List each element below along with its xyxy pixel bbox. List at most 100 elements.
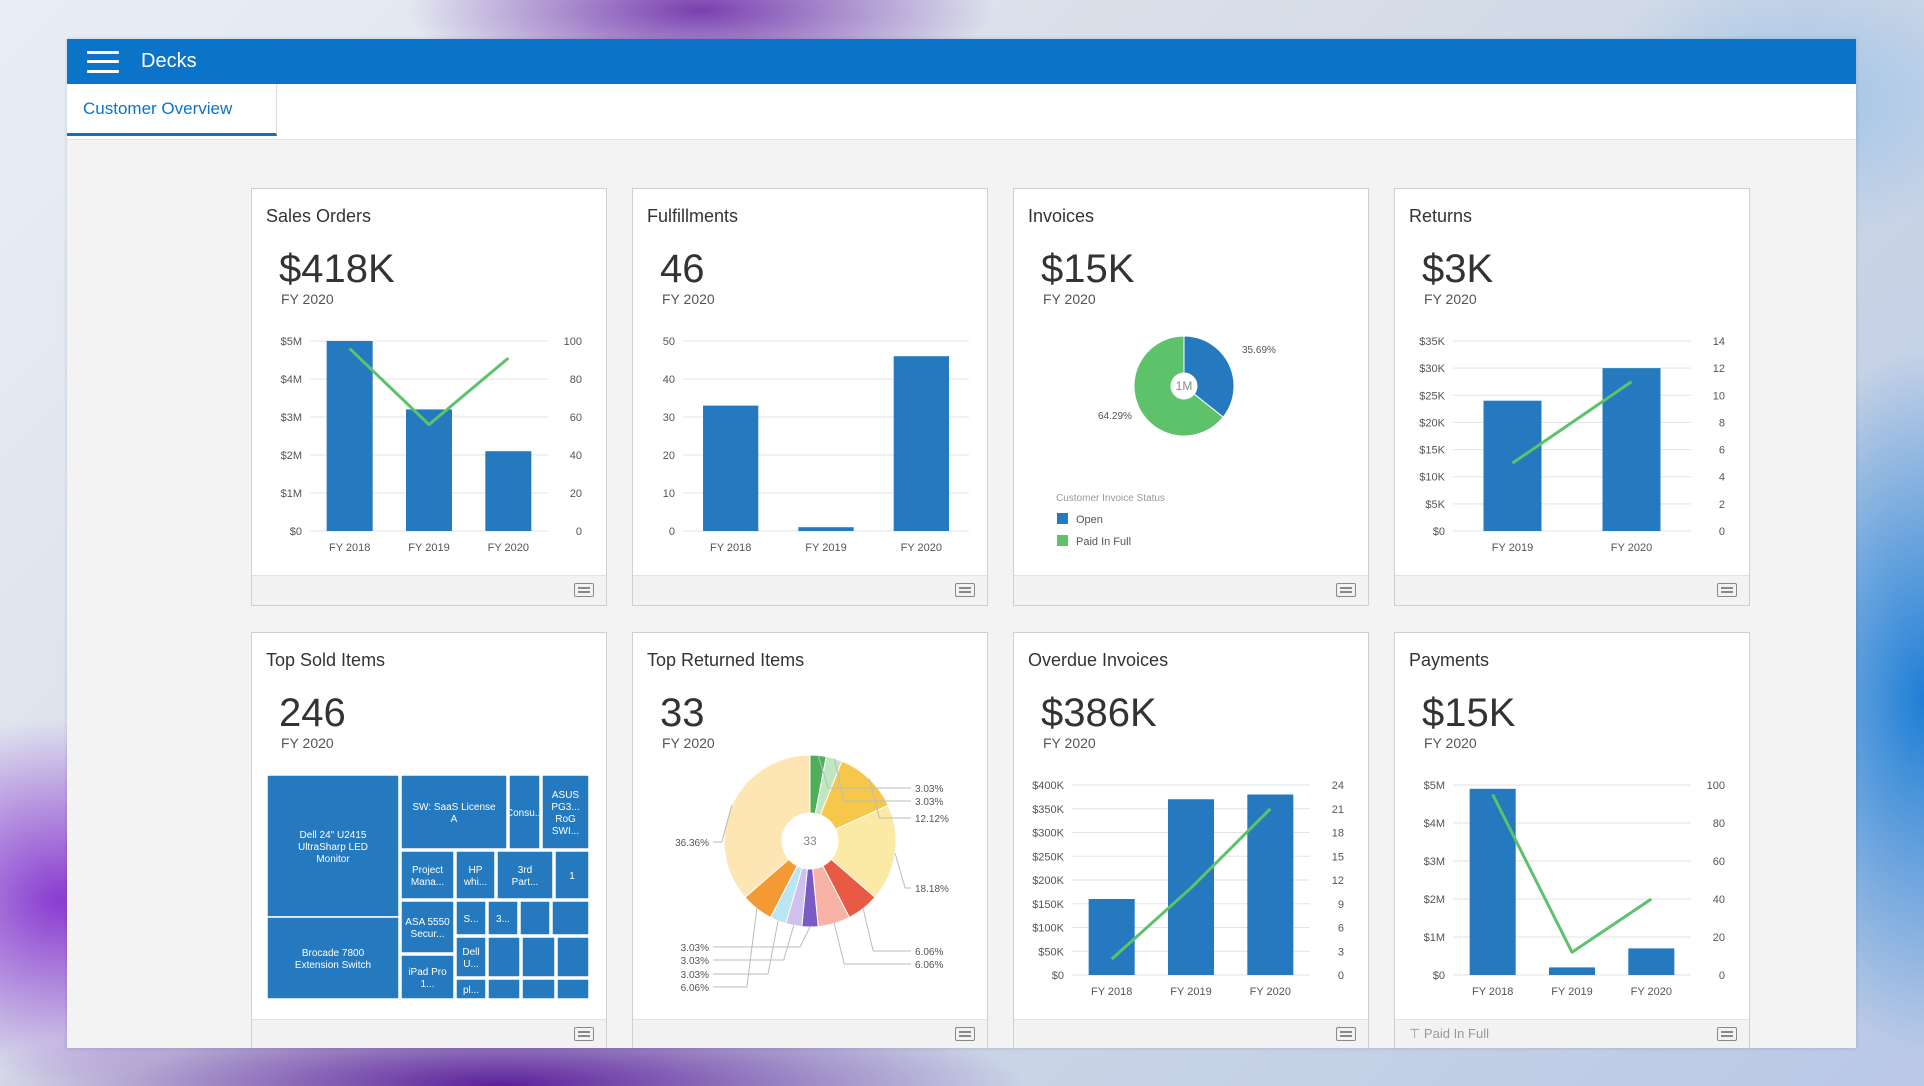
card-title: Returns xyxy=(1409,206,1473,226)
comment-icon[interactable] xyxy=(574,1027,594,1041)
card-top-returned-items[interactable]: Top Returned Items 33 FY 2020 33 3.03% 3.0… xyxy=(632,632,988,1048)
card-returns[interactable]: Returns $3K FY 2020 $0 $5K $10K $15K $20K $25… xyxy=(1394,188,1750,606)
treemap-label: U... xyxy=(463,959,479,970)
comment-icon[interactable] xyxy=(1717,583,1737,597)
pie-slice xyxy=(830,804,897,899)
payments-chart: $0 $1M $2M $3M $4M $5M 0 20 40 60 80 100 FY 2018 FY 2… xyxy=(1424,780,1725,998)
pie-slice xyxy=(723,754,811,899)
y2-tick-label: 0 xyxy=(1719,970,1725,982)
y-tick-label: $350K xyxy=(1032,804,1064,816)
app-window: Decks Customer Overview Sales Orders $41… xyxy=(67,39,1856,1048)
y2-tick-label: 60 xyxy=(1713,856,1725,868)
card-period: FY 2020 xyxy=(1043,291,1096,307)
treemap-label: Secur... xyxy=(411,929,445,940)
comment-icon[interactable] xyxy=(1336,583,1356,597)
treemap-label: Brocade 7800 xyxy=(302,948,365,959)
y-tick-label: 0 xyxy=(669,526,675,538)
bar xyxy=(1469,788,1516,975)
y-tick-label: $30K xyxy=(1419,363,1445,375)
treemap-cell xyxy=(508,774,541,850)
treemap-cell xyxy=(521,936,556,978)
y-tick-label: 30 xyxy=(663,412,675,424)
treemap-label: SWI... xyxy=(552,826,579,837)
y-tick-label: $150K xyxy=(1032,899,1064,911)
card-footer xyxy=(252,1019,606,1048)
y2-tick-label: 10 xyxy=(1713,390,1725,402)
card-period: FY 2020 xyxy=(1424,291,1477,307)
slice-label: 3.03% xyxy=(915,797,943,808)
treemap-cell xyxy=(455,936,487,978)
card-title: Top Sold Items xyxy=(266,650,386,670)
y-tick-label: $250K xyxy=(1032,851,1064,863)
card-fulfillments[interactable]: Fulfillments 46 FY 2020 0 10 20 30 40 50 FY 20… xyxy=(632,188,988,606)
card-title: Top Returned Items xyxy=(647,650,805,670)
bar xyxy=(1483,400,1542,531)
x-tick-label: FY 2020 xyxy=(1250,986,1291,998)
y2-tick-label: 12 xyxy=(1713,363,1725,375)
card-value: 46 xyxy=(660,247,705,291)
card-sales-orders[interactable]: Sales Orders $418K FY 2020 $0 $1M $2M $3M $4… xyxy=(251,188,607,606)
bar xyxy=(1628,948,1675,975)
treemap-label: HP xyxy=(469,865,483,876)
card-invoices[interactable]: Invoices $15K FY 2020 1M 35.69% 64.29% Cust… xyxy=(1013,188,1369,606)
y-tick-label: $50K xyxy=(1038,946,1064,958)
card-value: $418K xyxy=(279,247,395,291)
comment-icon[interactable] xyxy=(955,1027,975,1041)
card-overdue-invoices[interactable]: Overdue Invoices $386K FY 2020 $0 $50K $10… xyxy=(1013,632,1369,1048)
y-tick-label: $1M xyxy=(1424,932,1445,944)
x-tick-label: FY 2018 xyxy=(329,542,370,554)
treemap-label: 1... xyxy=(421,979,435,990)
label-leader xyxy=(713,908,758,988)
comment-icon[interactable] xyxy=(1717,1027,1737,1041)
y-tick-label: 10 xyxy=(663,488,675,500)
slice-label: 12.12% xyxy=(915,814,949,825)
card-period: FY 2020 xyxy=(1424,735,1477,751)
card-period: FY 2020 xyxy=(1043,735,1096,751)
treemap-cell xyxy=(400,850,455,900)
treemap-label: 3... xyxy=(496,914,510,925)
y-tick-label: 50 xyxy=(663,336,675,348)
y-tick-label: $2M xyxy=(1424,894,1445,906)
y2-tick-label: 0 xyxy=(576,526,582,538)
x-tick-label: FY 2019 xyxy=(1170,986,1211,998)
treemap-cell xyxy=(487,978,521,1000)
y-tick-label: $4M xyxy=(281,374,302,386)
card-payments[interactable]: Payments $15K FY 2020 $0 $1M $2M $3M $4M $5M 0… xyxy=(1394,632,1750,1048)
treemap-cell xyxy=(266,774,400,918)
y-tick-label: $5M xyxy=(1424,780,1445,792)
card-period: FY 2020 xyxy=(281,735,334,751)
card-top-sold-items[interactable]: Top Sold Items 246 FY 2020 Dell 24" U241… xyxy=(251,632,607,1048)
y2-tick-label: 18 xyxy=(1332,828,1344,840)
treemap-label: whi... xyxy=(463,877,487,888)
y2-tick-label: 4 xyxy=(1719,472,1725,484)
y-tick-label: $200K xyxy=(1032,875,1064,887)
y-tick-label: $25K xyxy=(1419,390,1445,402)
y-tick-label: $0 xyxy=(1052,970,1064,982)
x-tick-label: FY 2019 xyxy=(805,542,846,554)
x-tick-label: FY 2019 xyxy=(1492,542,1533,554)
card-title: Invoices xyxy=(1028,206,1095,226)
comment-icon[interactable] xyxy=(955,583,975,597)
treemap-cell xyxy=(519,900,551,936)
comment-icon[interactable] xyxy=(574,583,594,597)
label-leader xyxy=(862,908,911,952)
menu-icon[interactable] xyxy=(87,50,119,73)
bar xyxy=(1548,967,1596,975)
card-footer xyxy=(1014,575,1368,605)
treemap-label: Consu... xyxy=(506,808,543,819)
tab-customer-overview[interactable]: Customer Overview xyxy=(67,84,277,136)
bar xyxy=(485,451,532,531)
treemap-cell xyxy=(455,850,496,900)
card-footer xyxy=(633,1019,987,1048)
comment-icon[interactable] xyxy=(1336,1027,1356,1041)
y2-tick-label: 21 xyxy=(1332,804,1344,816)
slice-label: 6.06% xyxy=(681,983,709,994)
treemap-cell xyxy=(521,978,556,1000)
treemap-label: PG3... xyxy=(551,802,579,813)
y2-tick-label: 12 xyxy=(1332,875,1344,887)
card-footer-note: ⊤ Paid In Full xyxy=(1409,1026,1489,1041)
treemap-cell xyxy=(455,900,487,936)
trend-line xyxy=(348,347,510,427)
app-title: Decks xyxy=(141,50,197,72)
bar xyxy=(405,409,453,531)
